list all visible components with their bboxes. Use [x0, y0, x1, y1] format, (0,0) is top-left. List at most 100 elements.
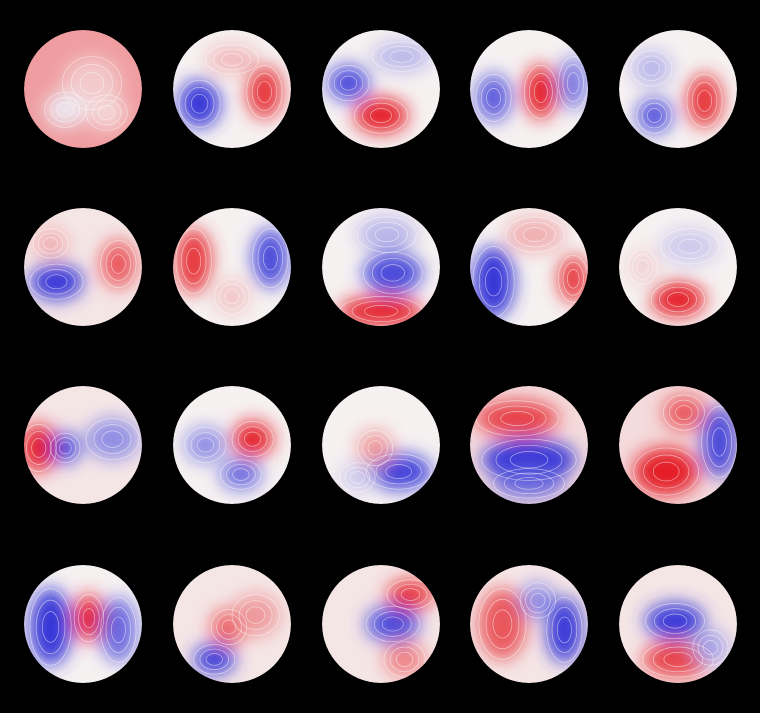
contour-line	[37, 269, 76, 295]
contour-line	[357, 216, 417, 253]
contour-line	[389, 50, 414, 63]
contour-line	[362, 102, 400, 129]
contour-line	[478, 256, 509, 307]
contour-line	[646, 108, 662, 123]
contour-line	[43, 237, 58, 250]
contour-line	[514, 477, 544, 490]
contour-line	[395, 651, 414, 667]
scalp-map-18	[322, 565, 440, 683]
contour-line	[393, 583, 428, 606]
contour-line	[478, 588, 527, 660]
contour-line	[400, 588, 421, 601]
contour-line	[224, 289, 240, 304]
contour-line	[513, 221, 556, 248]
contour-line	[525, 587, 551, 614]
contour-line	[178, 79, 221, 128]
contour-line	[365, 221, 408, 248]
contour-line	[374, 227, 400, 242]
contour-line	[190, 93, 209, 114]
contour-line	[675, 405, 693, 420]
contour-line	[252, 228, 289, 288]
contour-line	[659, 228, 720, 265]
contour-line	[24, 424, 57, 472]
contour-line	[645, 602, 705, 640]
contour-line	[530, 592, 546, 608]
contour-line	[78, 601, 100, 635]
contour-line	[232, 468, 250, 481]
contour-line	[631, 254, 654, 280]
contour-line	[244, 431, 262, 447]
contour-line	[643, 454, 690, 489]
contour-line	[110, 616, 126, 644]
scalp-map-12	[173, 386, 291, 504]
scalp-map-3	[322, 30, 440, 148]
contour-line	[85, 418, 140, 461]
contour-line	[556, 616, 572, 644]
contour-line	[493, 468, 565, 499]
contour-line	[175, 228, 212, 294]
contour-line	[50, 432, 81, 464]
contour-line	[485, 598, 520, 650]
contour-line	[333, 70, 364, 96]
contour-line	[85, 94, 128, 131]
contour-line	[480, 80, 507, 115]
scalp-map-6	[24, 208, 142, 326]
contour-line	[45, 274, 68, 290]
contour-line	[519, 582, 556, 619]
contour-line	[70, 64, 113, 103]
contour-line	[654, 608, 697, 634]
contour-line	[371, 258, 414, 288]
contour-line	[213, 48, 251, 71]
contour-line	[703, 640, 718, 656]
contour-line	[566, 269, 580, 289]
scalp-map-11	[24, 386, 142, 504]
contour-line	[196, 437, 215, 453]
contour-line	[257, 237, 284, 280]
contour-line	[558, 56, 588, 110]
contour-line	[659, 286, 697, 313]
contour-line	[344, 466, 371, 489]
contour-line	[652, 646, 704, 673]
contour-line	[100, 240, 137, 288]
contour-line	[636, 97, 673, 134]
contour-line	[551, 606, 578, 653]
contour-line	[667, 292, 689, 307]
scalp-map-2	[173, 30, 291, 148]
contour-line	[509, 451, 549, 469]
contour-line	[354, 97, 408, 134]
contour-line	[31, 438, 47, 458]
contour-line	[636, 55, 667, 82]
contour-line	[546, 597, 583, 663]
contour-line	[193, 644, 236, 675]
contour-line	[105, 606, 132, 653]
scalp-map-15	[619, 386, 737, 504]
contour-line	[481, 438, 577, 481]
contour-line	[97, 105, 116, 121]
contour-line	[54, 437, 76, 459]
contour-line	[627, 248, 658, 286]
contour-line	[475, 73, 512, 122]
contour-line	[711, 427, 727, 457]
contour-line	[636, 259, 649, 275]
contour-line	[380, 264, 405, 282]
contour-line	[91, 99, 122, 126]
contour-line	[219, 459, 262, 490]
contour-line	[370, 108, 392, 123]
contour-line	[381, 616, 404, 632]
contour-line	[697, 634, 724, 661]
contour-line	[186, 247, 202, 275]
contour-line	[180, 238, 207, 285]
scalp-map-17	[173, 565, 291, 683]
contour-line	[59, 441, 72, 455]
scalp-map-20	[619, 565, 737, 683]
scalp-map-13	[322, 386, 440, 504]
contour-line	[662, 613, 688, 629]
contour-line	[29, 263, 84, 300]
contour-line	[262, 245, 278, 271]
contour-line	[35, 599, 66, 655]
contour-line	[677, 238, 702, 254]
contour-line	[245, 606, 266, 624]
contour-line	[184, 426, 227, 464]
contour-line	[375, 458, 422, 485]
